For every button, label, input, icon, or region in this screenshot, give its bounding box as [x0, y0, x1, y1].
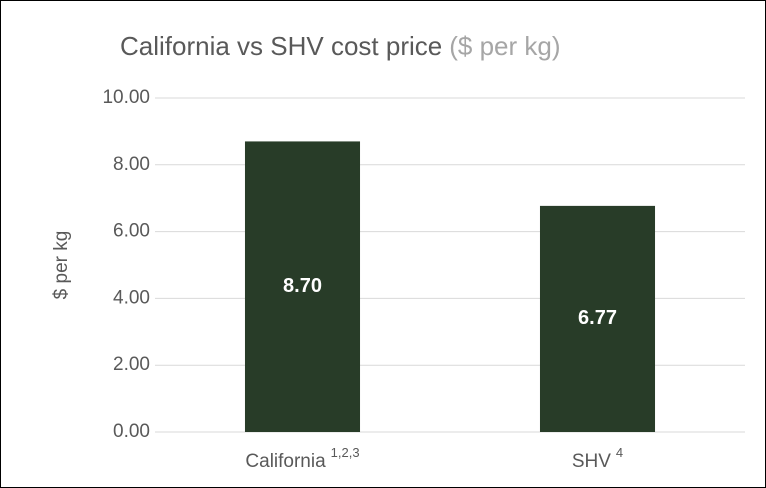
category-name: California: [245, 451, 326, 472]
category-note: 1,2,3: [331, 445, 360, 460]
category-note: 4: [616, 445, 623, 460]
y-axis-label: $ per kg: [51, 231, 72, 300]
y-tick-label: 4.00: [113, 287, 150, 308]
y-tick-label: 8.00: [113, 154, 150, 175]
title-main: California vs SHV cost price: [120, 31, 442, 61]
data-label: 8.70: [283, 275, 322, 297]
title-unit: ($ per kg): [449, 31, 560, 61]
x-tick-label: California 1,2,3: [245, 445, 359, 472]
y-tick-label: 0.00: [113, 421, 150, 442]
x-tick-label: SHV 4: [572, 445, 623, 472]
data-label: 6.77: [578, 307, 617, 329]
chart-title: California vs SHV cost price ($ per kg): [120, 31, 561, 61]
y-tick-label: 10.00: [102, 87, 150, 108]
y-tick-label: 2.00: [113, 354, 150, 375]
y-tick-label: 6.00: [113, 221, 150, 242]
bar: [244, 141, 361, 433]
category-name: SHV: [572, 451, 611, 472]
bar: [539, 205, 656, 432]
